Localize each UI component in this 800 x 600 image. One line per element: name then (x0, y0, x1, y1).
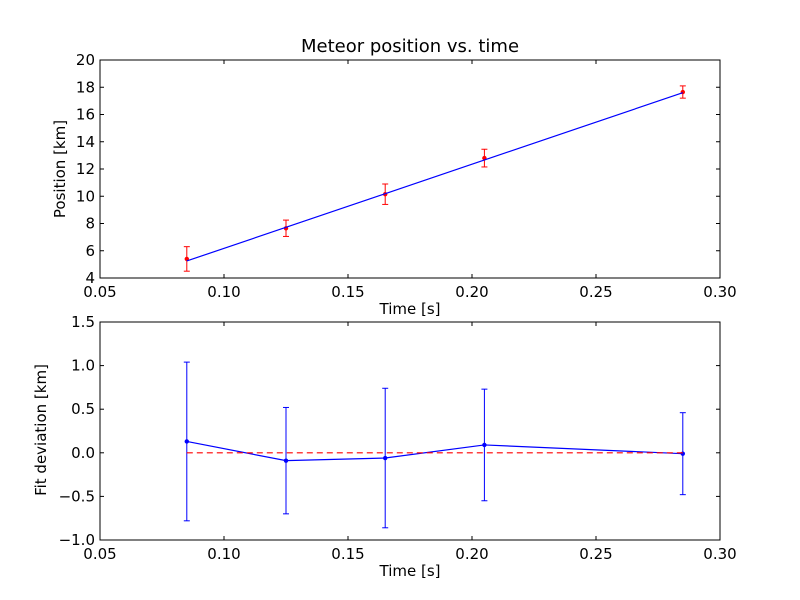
deviation-plot-marks: 0.05 0.10 0.15 0.20 0.25 0.30 −1.0 −0.5 0.0 0.5 1.… (59, 313, 737, 563)
deviation-plot: Time [s] Fit deviation [km] 0.05 0.10 0.15… (32, 313, 737, 580)
x-tick-label: 0.20 (455, 283, 488, 301)
x-tick-label: 0.10 (207, 545, 240, 563)
y-tick-label: 0.5 (71, 400, 95, 418)
y-tick-label: 8 (85, 215, 95, 233)
y-tick-label: 6 (85, 242, 95, 260)
y-tick-label: −1.0 (59, 531, 95, 549)
y-tick-label: 14 (76, 133, 95, 151)
position-plot-marks: 0.05 0.10 0.15 0.20 0.25 0.30 4 6 8 10 12 14 16 18 20 (76, 51, 737, 301)
data-point (184, 439, 189, 444)
data-point (680, 451, 685, 456)
x-tick-label: 0.25 (579, 283, 612, 301)
data-point (482, 442, 487, 448)
y-tick-label: 1.0 (71, 357, 95, 375)
data-point (283, 458, 289, 463)
y-tick-label: 10 (76, 187, 95, 205)
y-tick-label: 12 (76, 160, 95, 178)
x-tick-label: 0.20 (455, 545, 488, 563)
x-tick-label: 0.05 (83, 545, 116, 563)
y-axis-label: Fit deviation [km] (32, 364, 50, 496)
plot-frame (99, 59, 721, 279)
x-tick-label: 0.15 (331, 283, 364, 301)
x-tick-label: 0.30 (703, 545, 736, 563)
y-axis-label: Position [km] (51, 120, 69, 218)
x-tick-label: 0.10 (207, 283, 240, 301)
y-tick-label: 0.0 (71, 444, 95, 462)
y-tick-label: 20 (76, 51, 95, 69)
data-point (383, 455, 388, 461)
position-plot: Meteor position vs. time Time [s] Positi… (51, 36, 737, 318)
chart-title: Meteor position vs. time (301, 36, 519, 57)
x-tick-label: 0.30 (703, 283, 736, 301)
x-axis-label: Time [s] (379, 300, 441, 318)
y-tick-label: 18 (76, 78, 95, 96)
fit-line (186, 92, 683, 262)
x-axis-label: Time [s] (379, 562, 441, 580)
x-tick-label: 0.25 (579, 545, 612, 563)
plot-frame (99, 321, 721, 541)
x-tick-label: 0.15 (331, 545, 364, 563)
x-tick-label: 0.05 (83, 283, 116, 301)
y-tick-label: 4 (85, 269, 95, 287)
y-tick-label: 16 (76, 106, 95, 124)
y-tick-label: 1.5 (71, 313, 95, 331)
y-tick-label: −0.5 (59, 487, 95, 505)
